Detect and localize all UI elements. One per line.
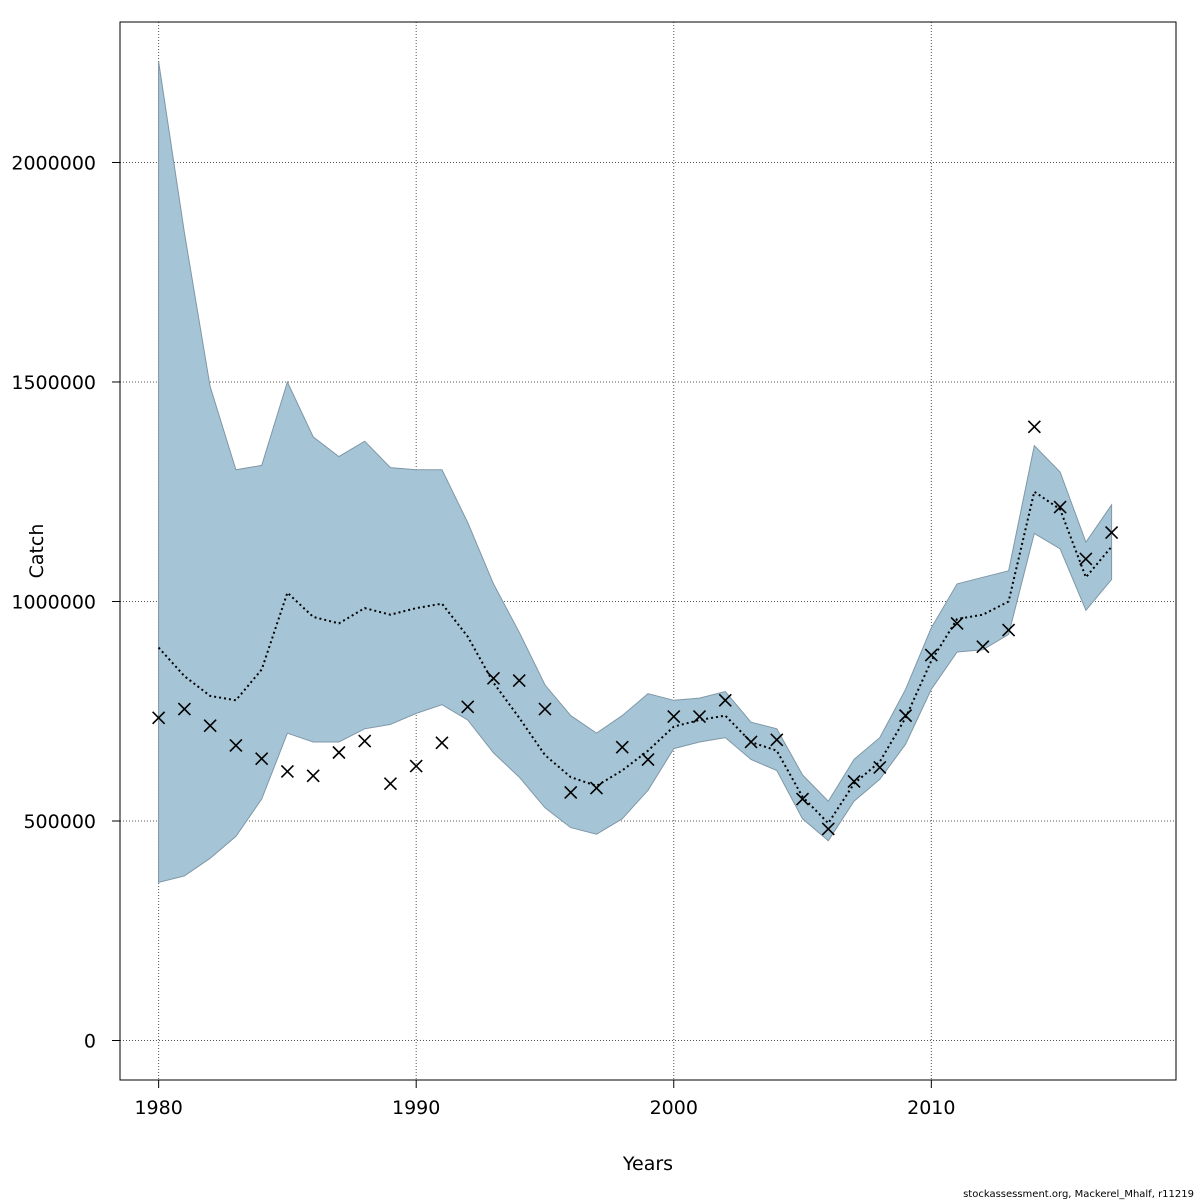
observed-catch-point	[667, 709, 681, 724]
observed-catch-point	[924, 648, 938, 662]
observed-catch-point	[898, 709, 913, 723]
observed-catch-point	[512, 673, 526, 688]
observed-catch-point	[383, 777, 398, 791]
observed-catch-point	[332, 745, 346, 760]
y-tick-label: 1000000	[11, 591, 96, 613]
estimated-catch-line	[157, 490, 1113, 825]
observed-catch-point	[795, 792, 810, 806]
observed-catch-point	[641, 752, 655, 767]
observed-catch-point	[358, 734, 372, 748]
observed-catch-point	[692, 709, 707, 724]
observed-catch-point	[1002, 623, 1016, 637]
observed-catch-point	[486, 671, 501, 685]
observed-catch-point	[461, 700, 475, 714]
estimate-line-layer	[157, 490, 1113, 825]
observed-catch-point	[255, 752, 269, 766]
observed-catch-point	[821, 822, 835, 836]
observed-catch-point	[435, 736, 449, 750]
observed-catch-point	[976, 640, 990, 654]
observed-catch-point	[177, 702, 191, 716]
observed-catch-points	[152, 420, 1119, 836]
x-tick-label: 2000	[650, 1097, 698, 1119]
observed-catch-point	[564, 785, 578, 800]
observed-catch-point	[847, 774, 861, 789]
observed-catch-point	[718, 693, 732, 707]
x-axis-title: Years	[622, 1153, 673, 1175]
observed-catch-point	[280, 764, 294, 778]
y-tick-label: 500000	[23, 811, 96, 833]
observed-catch-point	[409, 759, 423, 773]
observed-catch-point	[538, 702, 552, 716]
y-tick-label: 1500000	[11, 372, 96, 394]
axes: 1980 1990 2000 2010 0 500000 1000000 1500000 200…	[11, 152, 955, 1119]
source-credit: stockassessment.org, Mackerel_Mhalf, r11…	[963, 1189, 1194, 1200]
y-axis-title: Catch	[26, 524, 48, 579]
confidence-band-layer	[158, 61, 1113, 884]
observed-catch-point	[589, 781, 604, 795]
observed-catch-point	[1027, 420, 1041, 434]
observed-catch-point	[615, 740, 629, 754]
x-tick-label: 2010	[907, 1097, 955, 1119]
observed-catch-point	[203, 719, 217, 733]
observed-catch-point	[306, 769, 320, 783]
x-tick-label: 1990	[392, 1097, 440, 1119]
observed-catch-point	[873, 760, 887, 774]
observed-catch-point	[950, 616, 964, 631]
y-tick-label: 0	[84, 1030, 96, 1052]
y-tick-label: 2000000	[11, 152, 96, 174]
confidence-band	[158, 61, 1113, 884]
observed-catch-point	[744, 735, 758, 749]
observed-catch-point	[1105, 525, 1119, 540]
observed-catch-point	[1053, 500, 1067, 514]
observed-catch-point	[770, 733, 784, 747]
observed-catch-point	[152, 711, 166, 725]
observed-catch-point	[229, 738, 243, 753]
x-tick-label: 1980	[134, 1097, 182, 1119]
observed-catch-point	[1079, 552, 1093, 566]
